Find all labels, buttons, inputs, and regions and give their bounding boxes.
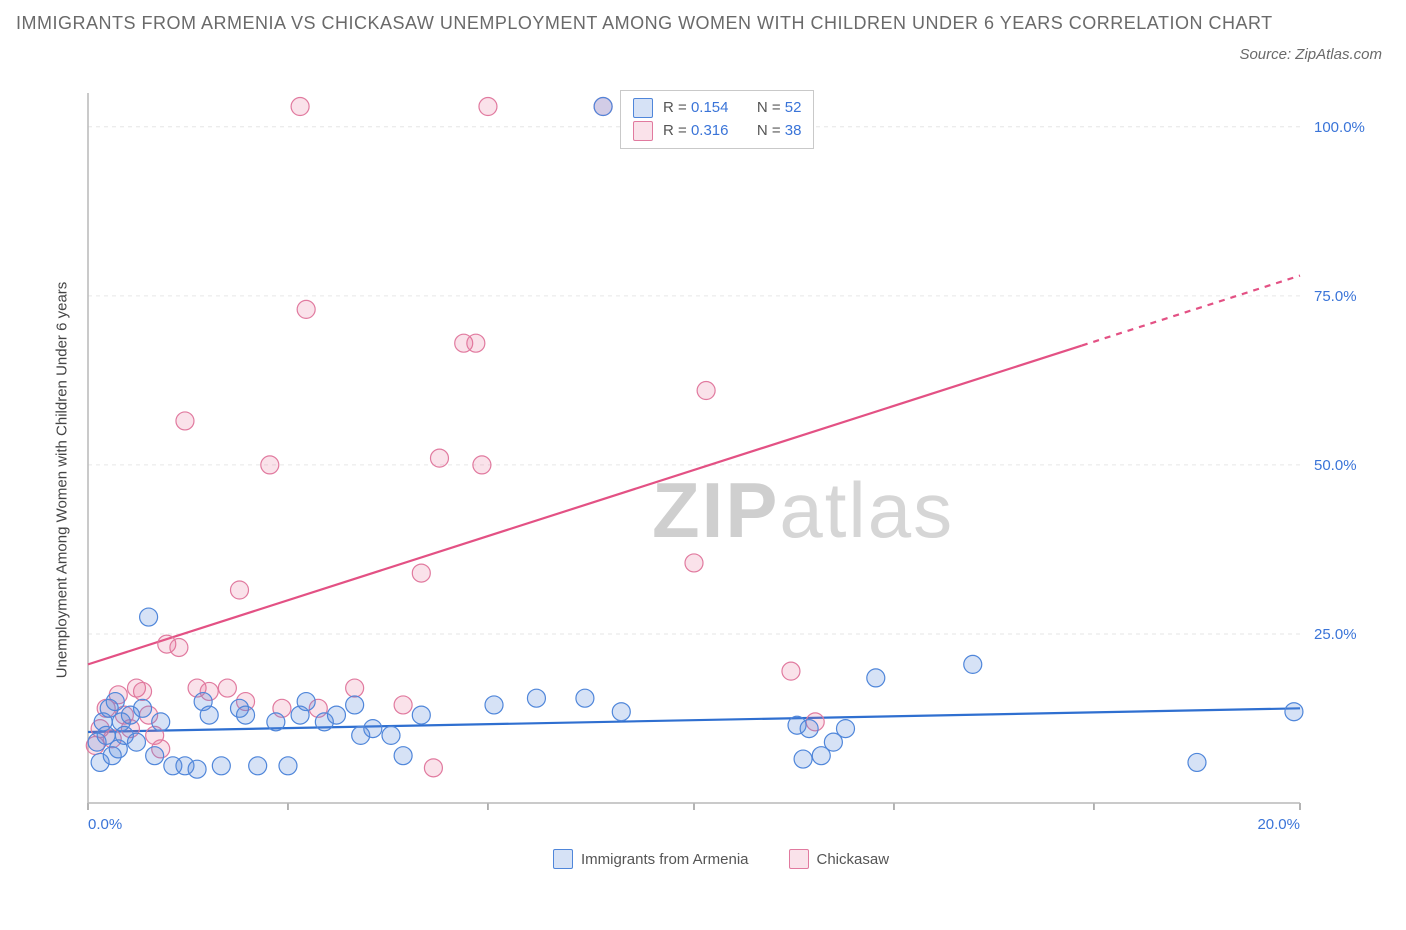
svg-text:25.0%: 25.0% [1314,626,1357,643]
swatch-series-a [553,849,573,869]
svg-text:20.0%: 20.0% [1257,816,1300,833]
scatter-chart: 25.0% 50.0% 75.0% 100.0% 0.0% 20.0% [80,85,1390,845]
stats-legend-box: R = 0.154 N = 52 R = 0.316 N = 38 [620,90,814,149]
svg-text:75.0%: 75.0% [1314,288,1357,305]
stat-r-a: R = 0.154 [663,97,728,120]
svg-text:50.0%: 50.0% [1314,457,1357,474]
legend-label-a: Immigrants from Armenia [581,851,749,868]
stat-n-a: N = 52 [757,97,802,120]
swatch-series-a [633,98,653,118]
stat-r-b: R = 0.316 [663,120,728,143]
legend-label-b: Chickasaw [817,851,890,868]
chart-title: IMMIGRANTS FROM ARMENIA VS CHICKASAW UNE… [16,10,1326,37]
stats-row-a: R = 0.154 N = 52 [633,97,801,120]
svg-text:100.0%: 100.0% [1314,119,1365,136]
legend-bottom: Immigrants from Armenia Chickasaw [52,849,1390,869]
y-axis-label: Unemployment Among Women with Children U… [54,282,71,679]
stats-row-b: R = 0.316 N = 38 [633,120,801,143]
swatch-series-b [633,121,653,141]
source-label: Source: ZipAtlas.com [1239,46,1382,63]
svg-text:0.0%: 0.0% [88,816,122,833]
legend-item-a: Immigrants from Armenia [553,849,749,869]
chart-area: Unemployment Among Women with Children U… [52,85,1390,875]
swatch-series-b [789,849,809,869]
stat-n-b: N = 38 [757,120,802,143]
legend-item-b: Chickasaw [789,849,890,869]
